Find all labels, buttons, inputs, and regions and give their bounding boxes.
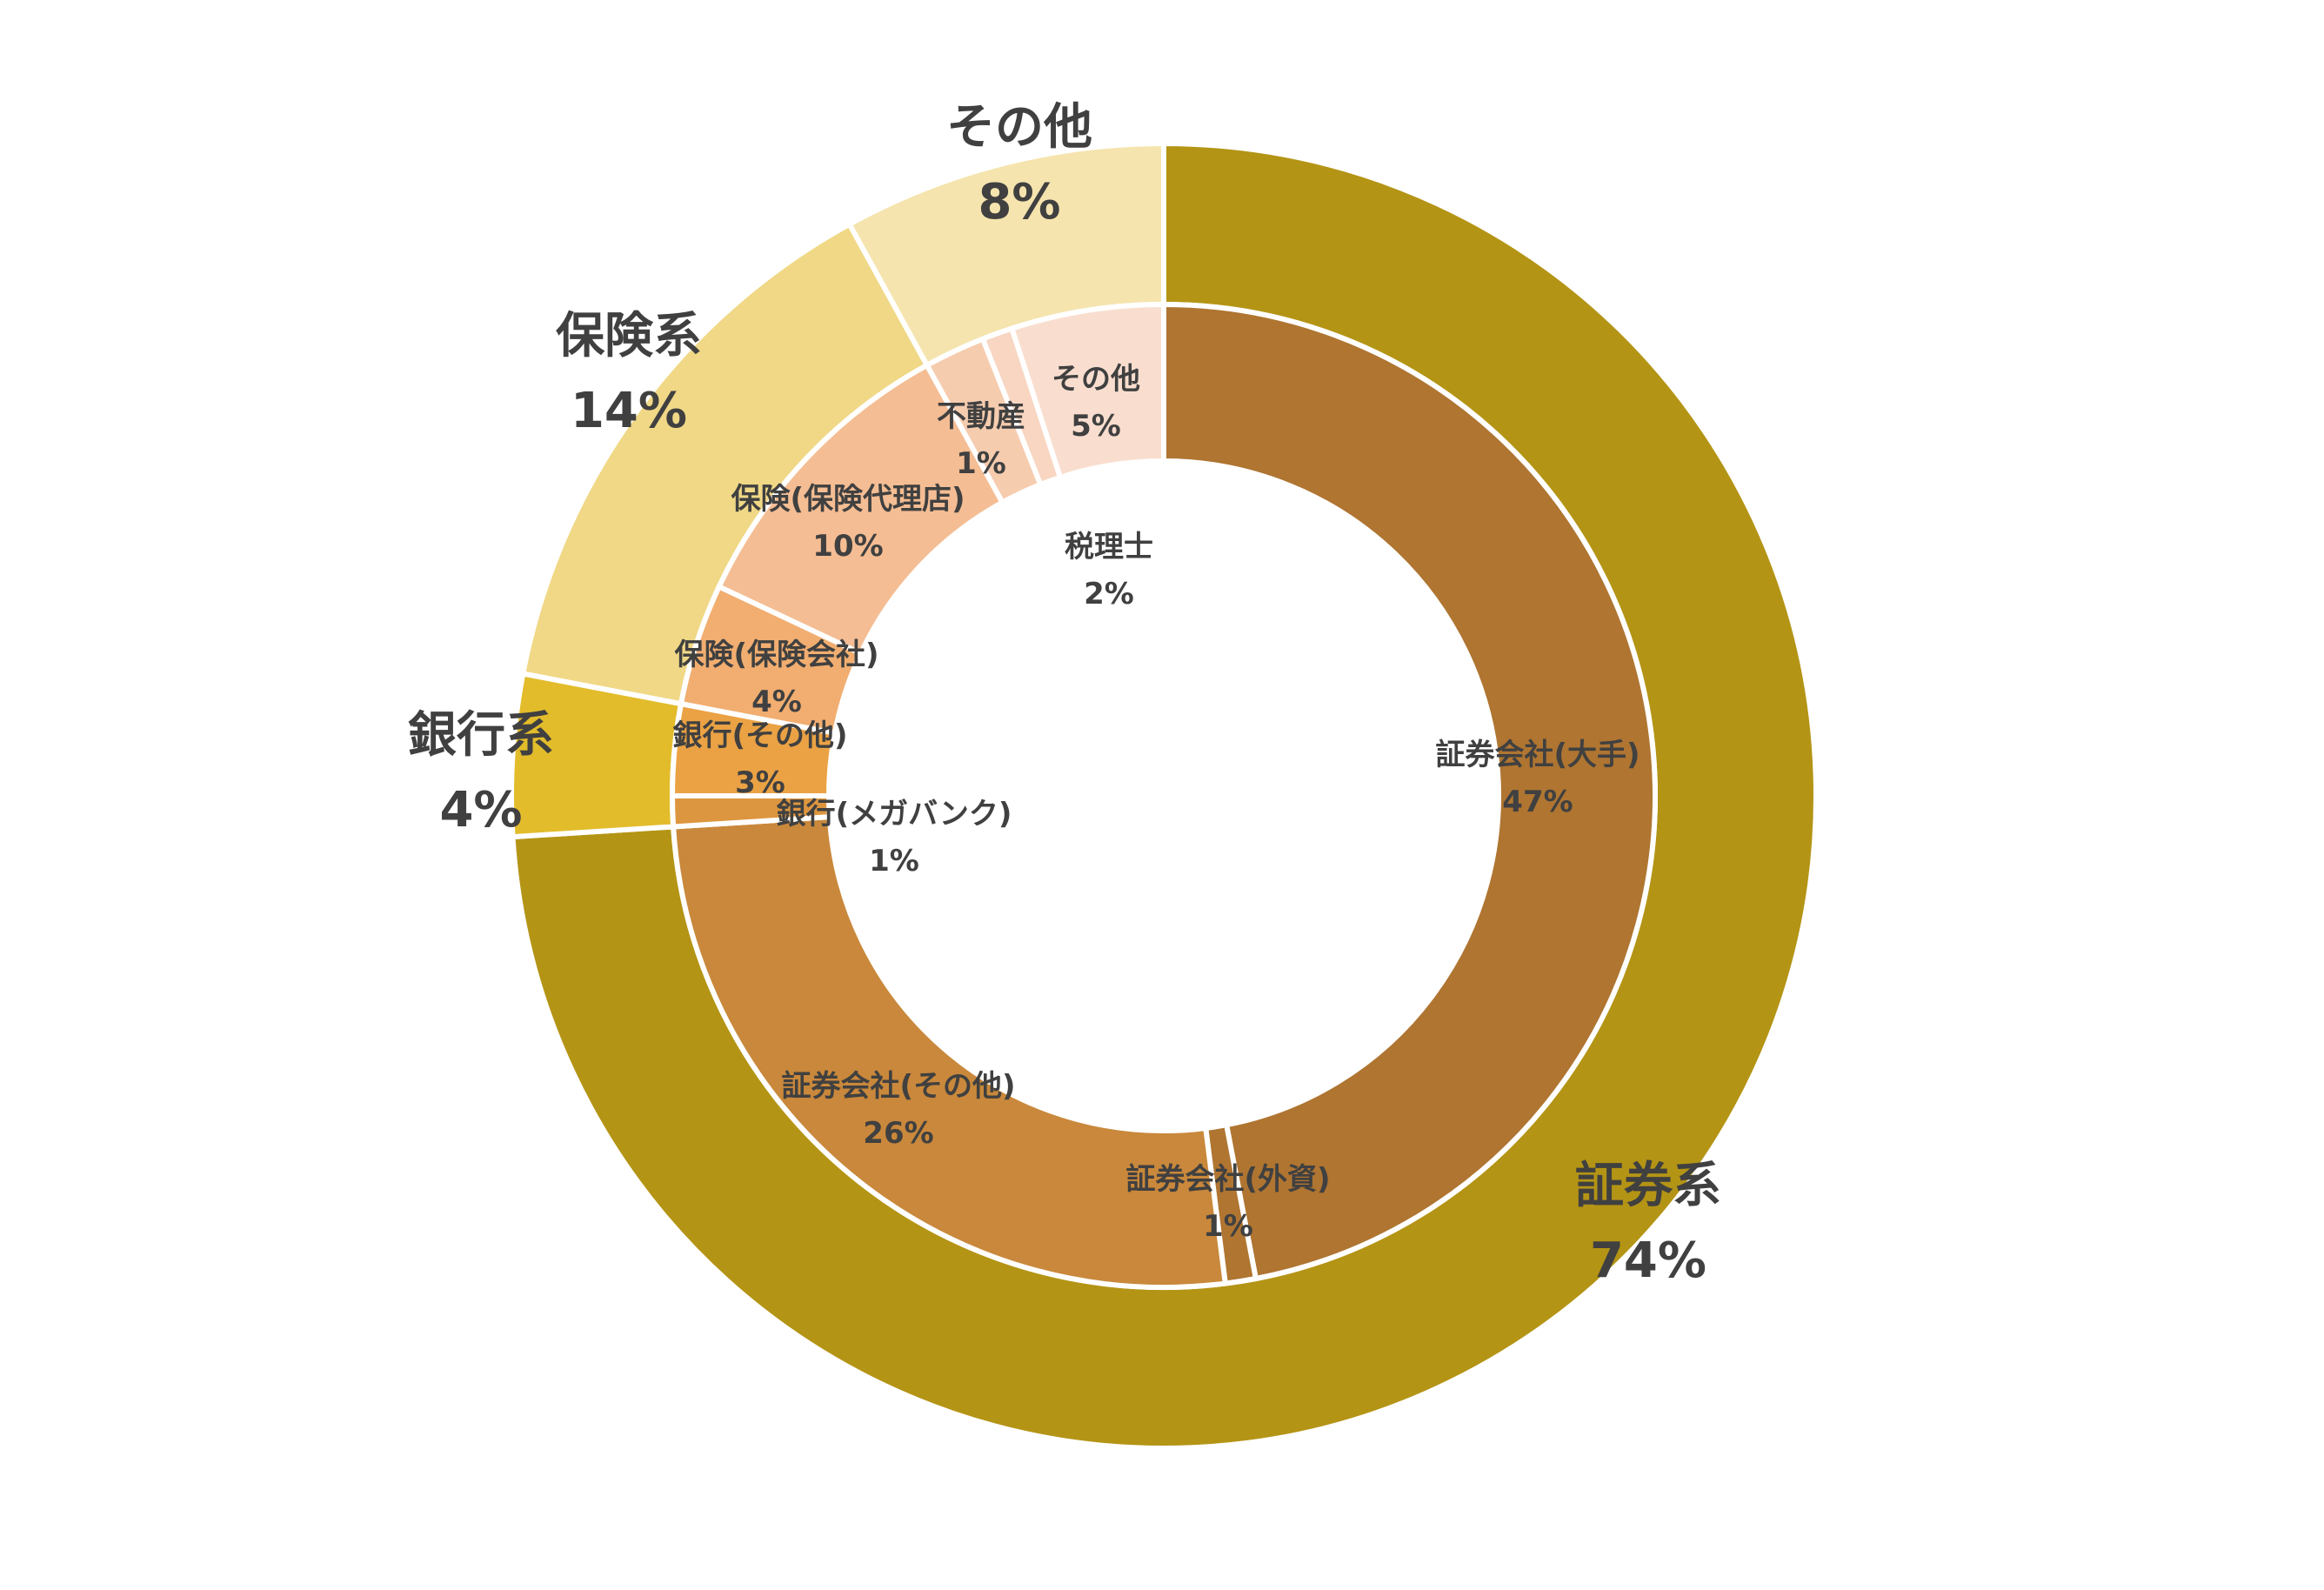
- inner-2-name: 証券会社(その他): [781, 1069, 1015, 1104]
- outer-0-value: 74%: [1590, 1233, 1706, 1289]
- inner-6-name: 保険(保険代理店): [731, 482, 965, 517]
- outer-1-value: 4%: [439, 782, 522, 838]
- inner-7-value: 2%: [1084, 577, 1134, 611]
- inner-0-name: 証券会社(大手): [1435, 738, 1639, 772]
- inner-3-name: 銀行(メガバンク): [777, 797, 1012, 832]
- inner-8-value: 1%: [956, 446, 1006, 481]
- inner-4-name: 銀行(その他): [672, 718, 847, 753]
- inner-1-name: 証券会社(外資): [1125, 1162, 1330, 1197]
- outer-3-value: 8%: [978, 174, 1060, 230]
- inner-4-value: 3%: [735, 765, 785, 800]
- inner-0-value: 47%: [1502, 785, 1573, 819]
- outer-0-name: 証券系: [1575, 1158, 1721, 1214]
- inner-9-value: 5%: [1071, 409, 1121, 444]
- inner-5-name: 保険(保険会社): [674, 638, 878, 672]
- inner-5-value: 4%: [751, 685, 802, 719]
- inner-2-value: 26%: [863, 1116, 933, 1151]
- inner-8-name: 不動産: [937, 399, 1025, 434]
- inner-1-value: 1%: [1203, 1209, 1253, 1244]
- inner-9-name: その他: [1052, 362, 1140, 397]
- inner-3-value: 1%: [869, 844, 919, 879]
- inner-6-value: 10%: [812, 529, 883, 564]
- inner-7-label: 税理士 2%: [1065, 530, 1153, 611]
- outer-2-value: 14%: [571, 383, 687, 439]
- outer-2-name: 保険系: [556, 308, 702, 364]
- inner-7-name: 税理士: [1065, 530, 1153, 565]
- outer-1-name: 銀行系: [408, 707, 554, 764]
- outer-3-name: その他: [946, 99, 1092, 156]
